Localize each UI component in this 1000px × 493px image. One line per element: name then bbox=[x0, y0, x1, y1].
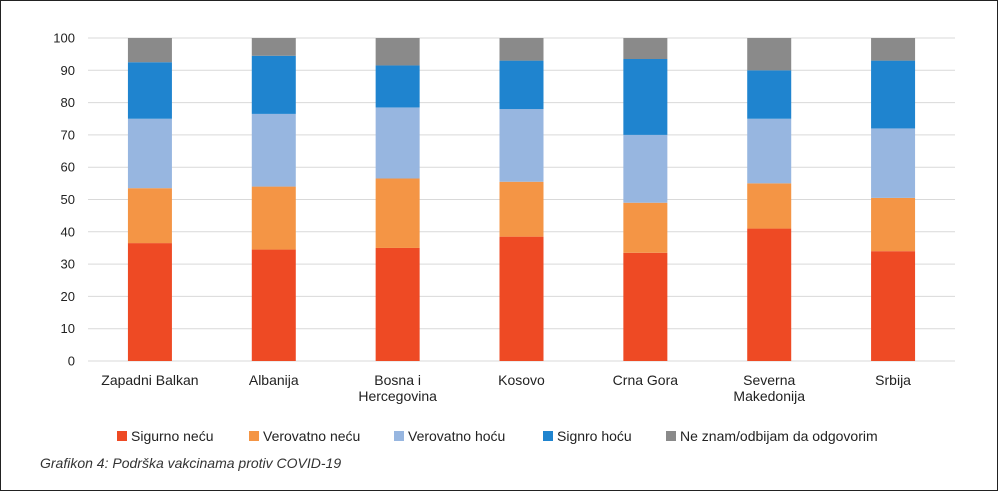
bar-segment-5-cat-1 bbox=[127, 38, 172, 63]
bar-segment-3-cat-7 bbox=[871, 128, 916, 198]
y-tick-label: 80 bbox=[61, 95, 75, 110]
bar-segment-5-cat-5 bbox=[623, 38, 668, 59]
y-tick-label: 20 bbox=[61, 289, 75, 304]
bar-segment-5-cat-4 bbox=[499, 38, 544, 61]
bars-layer bbox=[127, 38, 916, 361]
bar-segment-5-cat-7 bbox=[871, 38, 916, 61]
bar-segment-3-cat-3 bbox=[375, 107, 420, 179]
x-category-label: Srbija bbox=[875, 372, 911, 388]
y-tick-label: 100 bbox=[53, 31, 75, 46]
bar-segment-1-cat-2 bbox=[251, 249, 296, 361]
bar-segment-4-cat-2 bbox=[251, 55, 296, 114]
legend: Sigurno neću Verovatno neću Verovatno hoću… bbox=[117, 428, 878, 444]
y-tick-label: 0 bbox=[68, 354, 75, 369]
legend-swatch-3 bbox=[394, 431, 404, 441]
x-category-label: Makedonija bbox=[733, 388, 805, 404]
axis-layer: 0 10 20 30 40 50 60 70 80 90 100 Zapadni Balkan Alba… bbox=[53, 31, 911, 405]
bar-segment-1-cat-4 bbox=[499, 236, 544, 361]
bar-segment-2-cat-4 bbox=[499, 181, 544, 237]
legend-swatch-2 bbox=[249, 431, 259, 441]
y-tick-label: 10 bbox=[61, 321, 75, 336]
bar-segment-5-cat-6 bbox=[747, 38, 792, 71]
bar-segment-5-cat-3 bbox=[375, 38, 420, 66]
chart-caption: Grafikon 4: Podrška vakcinama protiv COV… bbox=[40, 455, 342, 471]
legend-swatch-1 bbox=[117, 431, 127, 441]
legend-label-3: Verovatno hoću bbox=[408, 428, 505, 444]
bar-segment-2-cat-5 bbox=[623, 202, 668, 253]
bar-segment-3-cat-4 bbox=[499, 109, 544, 182]
bar-segment-4-cat-3 bbox=[375, 65, 420, 108]
bar-segment-4-cat-5 bbox=[623, 58, 668, 135]
x-category-label: Kosovo bbox=[498, 372, 545, 388]
bar-segment-4-cat-6 bbox=[747, 70, 792, 119]
bar-segment-1-cat-7 bbox=[871, 251, 916, 361]
y-tick-label: 30 bbox=[61, 257, 75, 272]
bar-segment-4-cat-4 bbox=[499, 60, 544, 110]
bar-segment-2-cat-6 bbox=[747, 183, 792, 229]
legend-label-4: Signro hoću bbox=[557, 428, 632, 444]
x-category-label: Zapadni Balkan bbox=[101, 372, 198, 388]
y-tick-label: 90 bbox=[61, 63, 75, 78]
bar-segment-2-cat-3 bbox=[375, 178, 420, 248]
bar-segment-2-cat-2 bbox=[251, 186, 296, 250]
bar-segment-1-cat-6 bbox=[747, 228, 792, 361]
bar-segment-5-cat-2 bbox=[251, 38, 296, 56]
bar-segment-3-cat-2 bbox=[251, 113, 296, 187]
bar-segment-2-cat-7 bbox=[871, 197, 916, 252]
legend-label-2: Verovatno neću bbox=[263, 428, 360, 444]
bar-segment-3-cat-1 bbox=[127, 118, 172, 189]
legend-label-1: Sigurno neću bbox=[131, 428, 214, 444]
bar-segment-1-cat-1 bbox=[127, 243, 172, 361]
bar-segment-4-cat-1 bbox=[127, 62, 172, 119]
legend-label-5: Ne znam/odbijam da odgovorim bbox=[680, 428, 878, 444]
y-tick-label: 70 bbox=[61, 127, 75, 142]
x-category-label: Bosna i bbox=[374, 372, 421, 388]
bar-segment-1-cat-3 bbox=[375, 247, 420, 361]
x-category-label: Albanija bbox=[249, 372, 299, 388]
legend-swatch-4 bbox=[543, 431, 553, 441]
x-category-label: Hercegovina bbox=[358, 388, 437, 404]
y-tick-label: 40 bbox=[61, 224, 75, 239]
x-category-label: Crna Gora bbox=[613, 372, 679, 388]
legend-swatch-5 bbox=[666, 431, 676, 441]
y-tick-label: 60 bbox=[61, 160, 75, 175]
bar-segment-2-cat-1 bbox=[127, 188, 172, 244]
bar-segment-4-cat-7 bbox=[871, 60, 916, 129]
bar-segment-1-cat-5 bbox=[623, 252, 668, 361]
y-tick-label: 50 bbox=[61, 192, 75, 207]
x-category-label: Severna bbox=[743, 372, 795, 388]
bar-segment-3-cat-6 bbox=[747, 118, 792, 184]
bar-segment-3-cat-5 bbox=[623, 134, 668, 203]
